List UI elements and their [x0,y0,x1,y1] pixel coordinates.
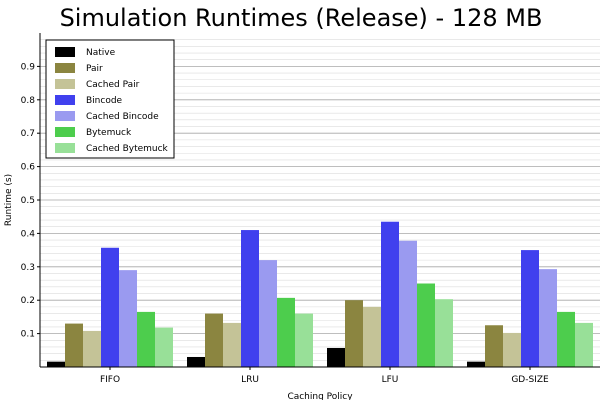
legend-label: Pair [86,64,103,74]
legend-swatch [55,47,75,57]
bar-cached-pair-gd-size [503,332,521,367]
bar-cached-bytemuck-gd-size [575,322,593,367]
bar-bytemuck-fifo [137,311,155,367]
y-tick-label: 0.7 [21,129,35,139]
y-tick-label: 0.8 [21,96,36,106]
bar-cached-bincode-fifo [119,270,137,367]
bar-pair-lru [205,313,223,367]
legend-label: Bytemuck [86,128,132,138]
legend-swatch [55,79,75,89]
legend-swatch [55,127,75,137]
bar-pair-fifo [65,323,83,367]
legend-swatch [55,143,75,153]
bar-cached-pair-fifo [83,330,101,367]
bar-cached-bytemuck-lru [295,313,313,367]
bars [47,221,593,367]
bar-bytemuck-gd-size [557,311,575,367]
bar-pair-lfu [345,300,363,367]
bar-cached-pair-lfu [363,306,381,367]
x-axis-label: Caching Policy [287,392,353,400]
legend-label: Bincode [86,96,123,106]
y-tick-label: 0.5 [21,196,35,206]
bar-native-fifo [47,361,65,367]
y-tick-label: 0.3 [21,263,35,273]
y-axis-label: Runtime (s) [4,174,14,226]
bar-bytemuck-lru [277,297,295,367]
x-tick-label: LFU [382,375,399,385]
bar-cached-bincode-lru [259,260,277,367]
y-tick-label: 0.1 [21,330,35,340]
bar-bincode-lru [241,230,259,367]
bar-native-lru [187,356,205,367]
y-tick-label: 0.6 [21,163,36,173]
bar-bincode-lfu [381,221,399,367]
y-tick-label: 0.2 [21,296,35,306]
bar-native-gd-size [467,361,485,367]
bar-pair-gd-size [485,325,503,367]
tick-labels: 0.1 0.2 0.3 0.4 0.5 0.6 0.7 0.8 0.9 FIFO LRU LFU GD-… [21,62,549,385]
bar-bytemuck-lfu [417,283,435,367]
legend-swatch [55,63,75,73]
y-tick-label: 0.9 [21,62,36,72]
bar-cached-bytemuck-fifo [155,327,173,367]
x-tick-label: LRU [241,375,259,385]
y-tick-label: 0.4 [21,229,36,239]
legend-label: Cached Bytemuck [86,144,169,154]
bar-bincode-fifo [101,247,119,367]
x-tick-label: FIFO [100,375,120,385]
legend: Native Pair Cached Pair Bincode Cached Binco… [45,39,175,159]
x-tick-label: GD-SIZE [511,375,549,385]
bar-native-lfu [327,347,345,367]
legend-label: Cached Bincode [86,112,159,122]
bar-cached-pair-lru [223,322,241,367]
legend-label: Cached Pair [86,80,140,90]
chart-title: Simulation Runtimes (Release) - 128 MB [60,4,543,32]
bar-bincode-gd-size [521,250,539,367]
bar-cached-bincode-gd-size [539,269,557,367]
bar-cached-bytemuck-lfu [435,299,453,367]
bar-cached-bincode-lfu [399,240,417,367]
legend-label: Native [86,48,116,58]
legend-swatch [55,111,75,121]
legend-swatch [55,95,75,105]
